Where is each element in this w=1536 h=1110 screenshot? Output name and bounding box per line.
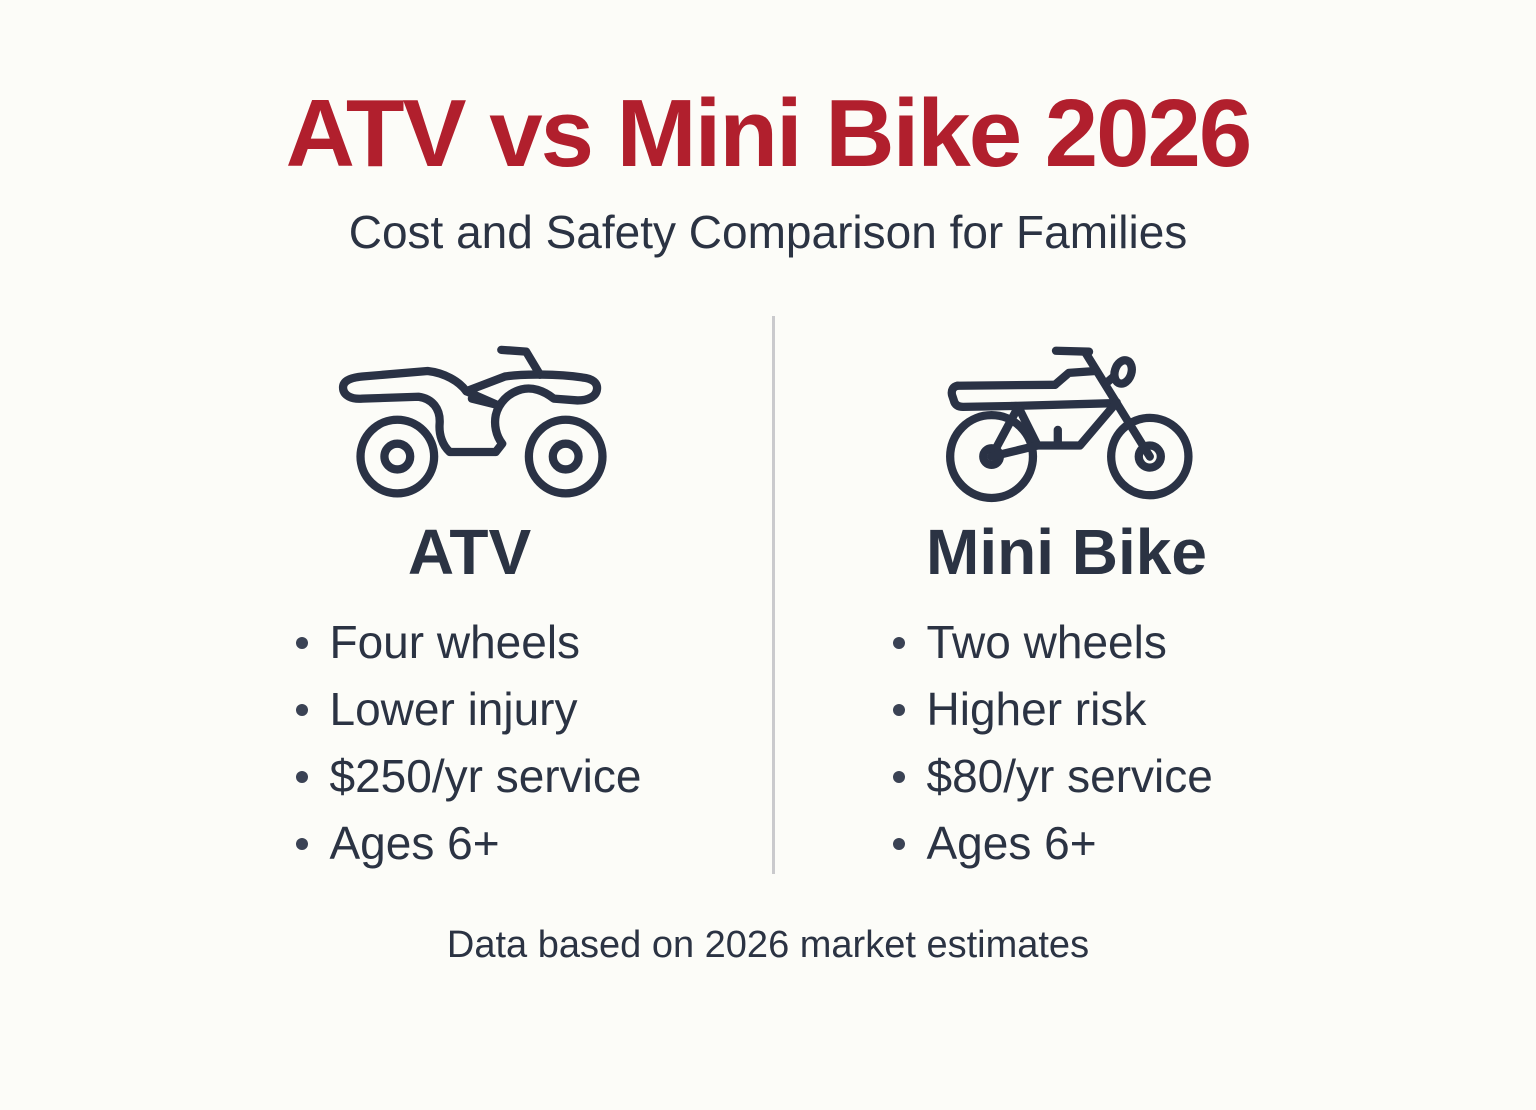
mini-bike-feature-list: Two wheels Higher risk $80/yr service Ag…: [887, 608, 1247, 876]
list-item: Four wheels: [290, 608, 650, 675]
bullet-icon: [892, 770, 905, 783]
feature-text: Higher risk: [926, 682, 1147, 735]
list-item: Higher risk: [887, 675, 1247, 742]
column-heading-mini-bike: Mini Bike: [926, 516, 1207, 589]
mini-bike-icon: [887, 326, 1247, 508]
feature-text: Ages 6+: [926, 816, 1097, 869]
bullet-icon: [295, 770, 308, 783]
bullet-icon: [892, 636, 905, 649]
column-atv: ATV Four wheels Lower injury $250/yr ser…: [290, 326, 650, 876]
infographic-canvas: ATV vs Mini Bike 2026 Cost and Safety Co…: [0, 86, 1536, 1110]
atv-icon: [290, 326, 650, 508]
feature-text: Ages 6+: [329, 816, 500, 869]
column-heading-atv: ATV: [407, 516, 532, 589]
feature-text: Four wheels: [329, 615, 581, 668]
bullet-icon: [295, 703, 308, 716]
bullet-icon: [295, 837, 308, 850]
footer-note: Data based on 2026 market estimates: [446, 924, 1090, 967]
column-mini-bike: Mini Bike Two wheels Higher risk $80/yr …: [887, 326, 1247, 876]
feature-text: Two wheels: [926, 615, 1167, 668]
list-item: Ages 6+: [887, 809, 1247, 876]
atv-feature-list: Four wheels Lower injury $250/yr service…: [290, 608, 650, 876]
page-title: ATV vs Mini Bike 2026: [285, 80, 1253, 187]
list-item: $250/yr service: [290, 742, 650, 809]
list-item: Lower injury: [290, 675, 650, 742]
column-divider: [771, 316, 775, 875]
feature-text: Lower injury: [329, 682, 578, 735]
list-item: Ages 6+: [290, 809, 650, 876]
list-item: $80/yr service: [887, 742, 1247, 809]
feature-text: $250/yr service: [329, 749, 642, 802]
bullet-icon: [892, 837, 905, 850]
bullet-icon: [295, 636, 308, 649]
comparison-columns: ATV Four wheels Lower injury $250/yr ser…: [0, 316, 1536, 876]
bullet-icon: [892, 703, 905, 716]
list-item: Two wheels: [887, 608, 1247, 675]
feature-text: $80/yr service: [926, 749, 1213, 802]
page-subtitle: Cost and Safety Comparison for Families: [348, 206, 1188, 258]
